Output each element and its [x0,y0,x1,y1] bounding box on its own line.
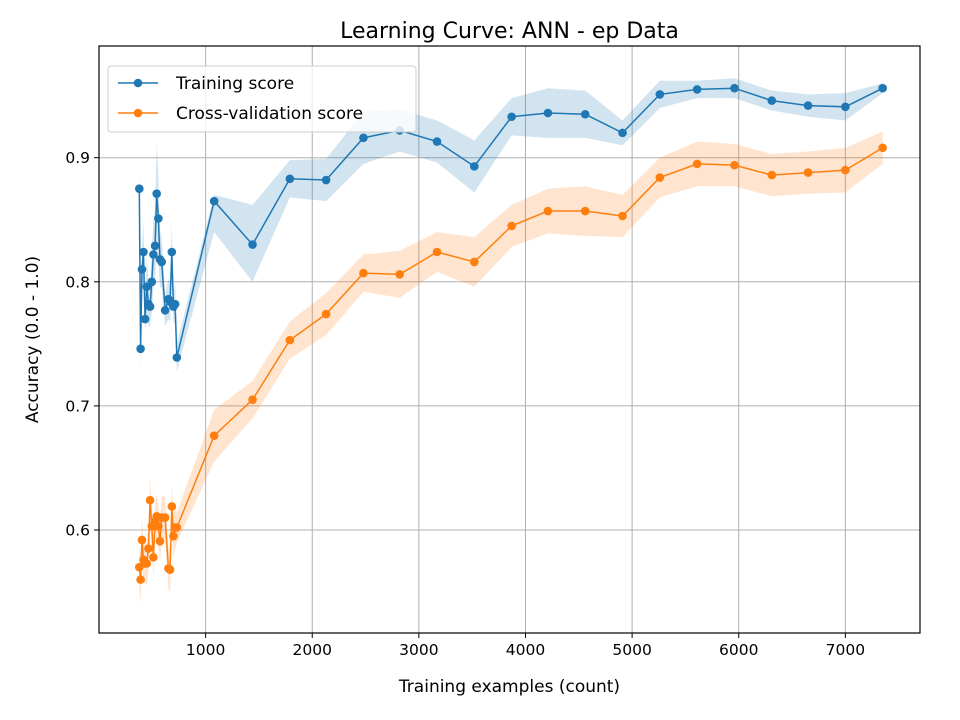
data-point-training [470,162,479,171]
data-point-training [767,96,777,105]
x-tick-label: 1000 [186,641,225,659]
data-point-cross-validation [655,173,665,182]
data-point-cross-validation [470,257,479,267]
axis-ticks: 1000 2000 3000 4000 5000 6000 7000 0.6 0.7 0.8 0.9 [65,149,865,659]
y-tick-label: 0.6 [65,521,90,539]
legend-label: Cross-validation score [176,104,363,124]
data-point-cross-validation [841,165,850,175]
data-point-training [139,247,148,257]
data-point-cross-validation [730,160,739,170]
data-point-training [140,314,150,324]
legend: Training score Cross-validation score [107,65,417,133]
data-point-cross-validation [149,552,158,562]
data-point-cross-validation [507,221,516,231]
data-point-cross-validation [321,309,331,319]
data-point-training [209,196,219,206]
x-tick-label: 4000 [506,641,545,659]
legend-entries: Training score Cross-validation score [118,74,363,124]
data-point-cross-validation [248,395,257,404]
x-tick-label: 3000 [399,641,438,659]
data-point-training [580,109,590,119]
data-point-cross-validation [136,575,145,584]
data-point-training [618,128,627,138]
data-point-cross-validation [580,206,590,216]
data-point-training [152,189,161,198]
x-tick-label: 6000 [719,641,758,659]
y-tick-label: 0.9 [65,149,90,167]
data-point-training [157,257,166,267]
data-point-cross-validation [155,536,165,546]
legend-entry-training: Training score [118,74,294,94]
legend-box [107,65,417,133]
x-tick-label: 5000 [612,641,651,659]
data-point-cross-validation [209,431,219,440]
data-point-training [149,250,158,259]
data-point-training [248,240,257,249]
data-point-cross-validation [359,268,368,278]
data-point-training [285,174,295,184]
data-point-training [145,302,155,311]
data-point-training [692,85,702,94]
y-tick-label: 0.8 [65,273,90,291]
y-tick-label: 0.7 [65,397,90,415]
series-lines [135,83,887,584]
data-point-training [359,133,368,143]
legend-label: Training score [175,74,294,94]
data-point-cross-validation [543,206,553,216]
data-point-training [154,214,163,223]
data-point-cross-validation [145,495,155,505]
data-point-training [150,241,160,251]
data-point-cross-validation [142,559,152,568]
data-point-cross-validation [154,521,163,531]
data-point-training [167,247,177,257]
data-point-cross-validation [618,211,627,221]
data-point-training [136,344,145,354]
y-axis-label: Accuracy (0.0 - 1.0) [23,256,43,423]
data-point-cross-validation [144,544,153,553]
data-point-training [803,101,813,110]
data-point-training [137,265,147,274]
data-point-training [172,353,182,362]
data-point-cross-validation [137,535,147,545]
chart-title: Learning Curve: ANN - ep Data [340,19,679,44]
data-point-cross-validation [432,247,442,257]
legend-marker [133,78,143,88]
data-point-training [321,175,331,185]
data-point-cross-validation [165,565,175,575]
data-point-training [160,306,170,315]
data-point-cross-validation [167,502,177,511]
data-point-cross-validation [285,335,295,345]
data-point-cross-validation [395,270,404,279]
data-point-training [543,108,553,118]
data-point-training [655,90,665,99]
data-point-training [432,137,442,146]
data-point-training [147,277,157,287]
data-point-training [730,83,739,93]
grid-lines [99,46,920,633]
data-point-cross-validation [767,170,777,180]
data-point-cross-validation [172,523,182,532]
data-point-training [135,184,144,194]
legend-entry-cross-validation: Cross-validation score [118,104,363,124]
x-tick-label: 2000 [293,641,332,659]
data-point-training [878,83,887,93]
data-point-cross-validation [169,531,178,541]
data-point-training [841,102,850,112]
data-point-cross-validation [160,513,170,522]
legend-marker [133,108,143,118]
x-axis-label: Training examples (count) [398,677,620,697]
data-point-cross-validation [803,168,813,177]
x-tick-label: 7000 [826,641,865,659]
data-point-training [170,299,180,309]
data-point-training [507,112,516,122]
data-point-cross-validation [692,159,702,169]
plot-frame [98,45,921,634]
data-point-cross-validation [878,143,887,153]
